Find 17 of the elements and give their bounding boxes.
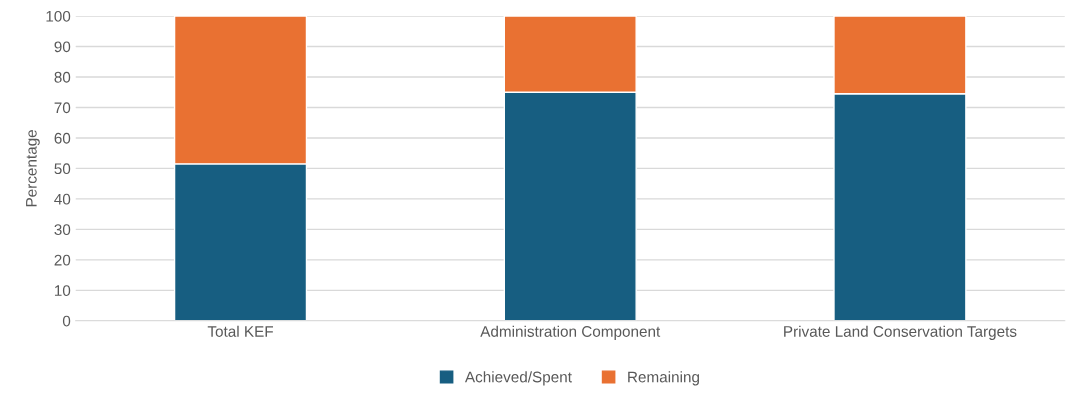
y-tick-label: 50 [54,163,71,175]
x-tick-label: Total KEF [207,325,274,337]
y-tick-label: 70 [54,102,71,114]
y-tick-label: 30 [54,224,71,236]
y-tick-label: 0 [62,315,71,327]
y-tick-label: 90 [54,41,71,53]
y-tick-label: 80 [54,71,71,83]
y-tick-label: 100 [46,10,71,22]
legend-label: Remaining [628,371,699,386]
y-tick-label: 60 [54,132,71,144]
legend-label: Achieved/Spent [464,371,572,386]
y-tick-label: 10 [54,285,71,297]
y-tick-label: 20 [54,254,71,266]
x-tick-label: Private Land Conservation Targets [784,325,1017,340]
x-tick-label: Administration Component [480,325,661,340]
y-tick-label: 40 [54,193,71,205]
y-axis-title: Percentage [26,130,40,207]
